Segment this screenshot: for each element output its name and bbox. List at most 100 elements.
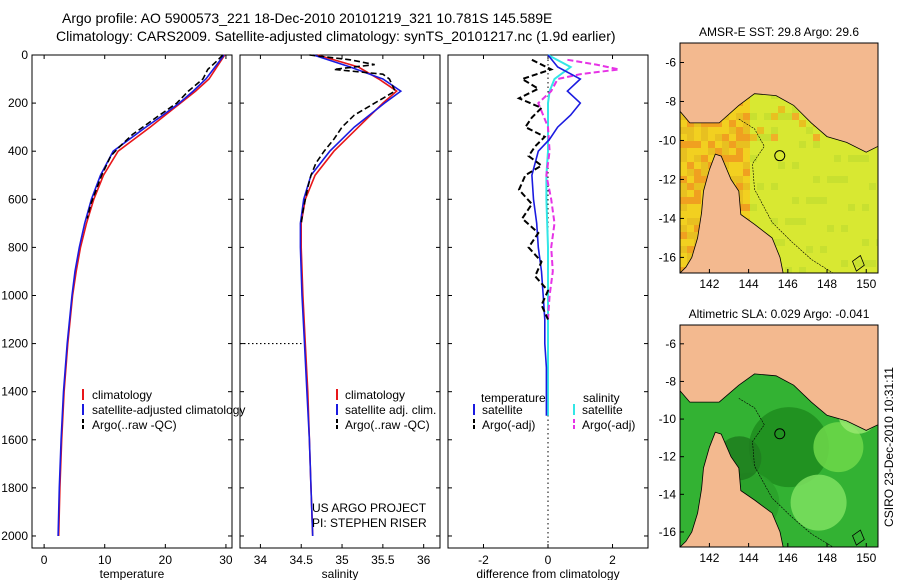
sst-cell (813, 176, 820, 183)
sst-cell (764, 134, 771, 141)
sst-cell (680, 169, 687, 176)
sst-cell (820, 197, 827, 204)
sst-cell (799, 267, 806, 273)
sst-cell (862, 239, 869, 246)
sst-cell (736, 162, 743, 169)
sst-cell (701, 155, 708, 162)
x-axis-label-difference: difference from climatology (476, 567, 619, 580)
sst-cell (722, 127, 729, 134)
sst-cell (729, 141, 736, 148)
sst-cell (680, 155, 687, 162)
sst-cell (680, 204, 687, 211)
sst-cell (687, 211, 694, 218)
sst-cell (687, 176, 694, 183)
sst-cell (722, 134, 729, 141)
x-tick-label-salinity: 35 (335, 553, 349, 567)
sst-cell (680, 225, 687, 232)
map-y-tick-label: -6 (665, 55, 676, 69)
sst-cell (736, 134, 743, 141)
sst-cell (708, 155, 715, 162)
sst-cell (848, 204, 855, 211)
sst-cell (722, 120, 729, 127)
legend-label-salinity: satellite adj. clim. (345, 403, 436, 417)
sst-cell (694, 218, 701, 225)
map-y-tick-label: -14 (659, 487, 677, 501)
map-y-tick-label: -6 (665, 337, 676, 351)
sst-cell (687, 120, 694, 127)
sst-cell (778, 113, 785, 120)
sst-cell (687, 148, 694, 155)
sst-cell (687, 253, 694, 260)
sst-cell (687, 225, 694, 232)
sst-cell (862, 204, 869, 211)
sst-cell (722, 155, 729, 162)
legend-label-diff-salinity: satellite (582, 403, 623, 417)
sst-cell (757, 127, 764, 134)
sst-cell (806, 197, 813, 204)
sst-cell (687, 169, 694, 176)
sst-cell (680, 134, 687, 141)
x-axis-label-temperature: temperature (100, 567, 165, 580)
sst-cell (680, 190, 687, 197)
map-sst_map: 142 144 146 148 150 -6 -8 -10 -12 -14 -16 AMSR-E SS… (659, 25, 879, 291)
sst-cell (862, 155, 869, 162)
sla-blob (748, 407, 829, 488)
map-x-tick-label: 144 (739, 551, 759, 565)
sst-cell (827, 225, 834, 232)
x-tick-label-difference: 0 (545, 553, 552, 567)
sst-cell (694, 225, 701, 232)
footer-pi: PI: STEPHEN RISER (312, 516, 427, 530)
sst-cell (729, 155, 736, 162)
sst-cell (736, 183, 743, 190)
map-x-tick-label: 150 (856, 551, 876, 565)
y-tick-label: 1600 (1, 433, 28, 447)
sst-cell (694, 183, 701, 190)
sst-cell (687, 134, 694, 141)
sst-cell (729, 148, 736, 155)
sst-cell (743, 183, 750, 190)
sst-cell (862, 260, 869, 267)
sst-cell (778, 106, 785, 113)
map-inner-sla_map (680, 325, 878, 547)
x-tick-label-difference: -2 (478, 553, 489, 567)
sst-cell (813, 141, 820, 148)
map-x-tick-label: 150 (856, 277, 876, 291)
sst-cell (785, 218, 792, 225)
sst-cell (792, 197, 799, 204)
sst-cell (743, 190, 750, 197)
map-x-tick-label: 146 (778, 551, 798, 565)
sst-cell (806, 246, 813, 253)
sst-cell (743, 211, 750, 218)
sst-cell (694, 232, 701, 239)
sst-cell (722, 148, 729, 155)
footer-project: US ARGO PROJECT (312, 501, 427, 515)
sst-cell (729, 134, 736, 141)
y-tick-label: 400 (8, 144, 28, 158)
sst-cell (680, 127, 687, 134)
sst-cell (680, 141, 687, 148)
map-y-tick-label: -12 (659, 172, 677, 186)
sst-cell (687, 246, 694, 253)
sst-cell (701, 134, 708, 141)
legend-label-temperature: satellite-adjusted climatology (92, 403, 245, 417)
legend-label-salinity: climatology (345, 388, 405, 402)
x-tick-label-salinity: 35.5 (371, 553, 395, 567)
sst-cell (701, 162, 708, 169)
sst-cell (778, 162, 785, 169)
sst-cell (715, 141, 722, 148)
sst-cell (729, 113, 736, 120)
sst-cell (722, 141, 729, 148)
sst-cell (778, 239, 785, 246)
sst-cell (876, 239, 878, 246)
sst-cell (743, 162, 750, 169)
sst-cell (680, 148, 687, 155)
sst-cell (729, 162, 736, 169)
sst-cell (708, 148, 715, 155)
sst-cell (855, 260, 862, 267)
x-axis-label-salinity: salinity (322, 567, 359, 580)
footer-timestamp: CSIRO 23-Dec-2010 10:31:11 (882, 367, 896, 527)
sst-cell (743, 99, 750, 106)
sst-cell (694, 141, 701, 148)
sst-cell (757, 134, 764, 141)
sst-cell (736, 176, 743, 183)
